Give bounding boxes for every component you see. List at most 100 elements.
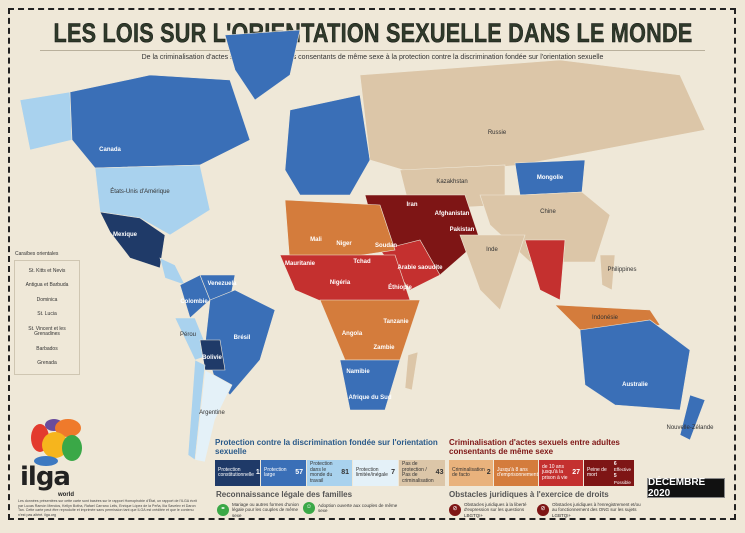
legend-count: 27 bbox=[572, 469, 580, 477]
legend-expression-obstacle: ⊘ Obstacles juridiques à la liberté d'exp… bbox=[449, 502, 533, 518]
legend-limited: Protection limitée/inégale 7 bbox=[353, 460, 398, 486]
label-niger: Niger bbox=[336, 241, 352, 247]
legend-count: 81 bbox=[341, 469, 349, 477]
label-nigeria: Nigéria bbox=[329, 280, 351, 286]
label-canada: Canada bbox=[99, 147, 121, 153]
label-peru: Pérou bbox=[179, 332, 197, 338]
label-mauritania: Mauritanie bbox=[284, 261, 316, 267]
legend-label: Obstacles juridiques à l'enregistrement … bbox=[552, 502, 641, 518]
label-afghanistan: Afghanistan bbox=[434, 211, 470, 217]
europe bbox=[284, 94, 371, 196]
label-st-lucia: St. Lucia bbox=[37, 311, 57, 317]
label-south-africa: Afrique du Sud bbox=[348, 395, 392, 401]
label-mexico: Mexique bbox=[112, 232, 138, 238]
legend-label: Peine de mort bbox=[587, 466, 607, 478]
legend-no-protection: Pas de protection / Pas de criminalisati… bbox=[399, 460, 445, 486]
legend-label: Protection large bbox=[264, 466, 287, 478]
australia bbox=[579, 319, 691, 411]
greenland bbox=[224, 29, 301, 101]
legend-label: Protection limitée/inégale bbox=[356, 466, 388, 478]
legend-count: 7 bbox=[391, 469, 395, 477]
legend-label: Mariage ou autres formes d'union légale … bbox=[232, 502, 299, 518]
count-effective: 6 bbox=[613, 460, 617, 467]
legend-ngo-obstacle: ⊘ Obstacles juridiques à l'enregistrement… bbox=[537, 502, 641, 518]
label-kazakhstan: Kazakhstan bbox=[436, 179, 468, 185]
legend-employment: Protection dans le monde du travail 81 bbox=[307, 460, 352, 486]
mexico bbox=[99, 211, 166, 269]
page-subtitle: De la criminalisation d'actes sexuels en… bbox=[141, 54, 604, 61]
label-dominica: Dominica bbox=[36, 296, 58, 303]
legend-label: Protection constitutionnelle bbox=[218, 466, 254, 478]
legend-protection-title: Protection contre la discrimination fond… bbox=[215, 438, 438, 457]
bolivia bbox=[199, 339, 226, 371]
credits-text: Les données présentées sur cette carte s… bbox=[18, 499, 197, 518]
page-title: LES LOIS SUR L'ORIENTATION SEXUELLE DANS… bbox=[53, 18, 692, 49]
label-barbados: Barbados bbox=[36, 345, 58, 352]
label-antigua: Antigua et Barbuda bbox=[25, 282, 69, 288]
label-mali: Mali bbox=[310, 237, 322, 243]
title-divider bbox=[40, 50, 705, 51]
label-zambia: Zambie bbox=[373, 345, 395, 351]
caribbean-title: Caraïbes orientales bbox=[15, 251, 59, 257]
speech-ban-icon: ⊘ bbox=[449, 504, 461, 517]
legend-label: Criminalisation de facto bbox=[452, 466, 485, 478]
label-philippines: Philippines bbox=[607, 267, 637, 273]
russia bbox=[359, 59, 706, 176]
label-saudi-arabia: Arabie saoudite bbox=[397, 265, 443, 271]
philippines bbox=[599, 254, 616, 291]
legend-count: 2 bbox=[486, 469, 491, 477]
label-angola: Angola bbox=[341, 331, 363, 337]
label-new-zealand: Nouvelle-Zélande bbox=[666, 425, 714, 431]
legend-obstacles-title: Obstacles juridiques à l'exercice de dro… bbox=[449, 490, 609, 499]
india bbox=[459, 234, 526, 311]
logo-text: ilga bbox=[20, 462, 71, 492]
label-russia: Russie bbox=[487, 130, 507, 136]
label-namibia: Namibie bbox=[346, 369, 370, 375]
family-icon: ☺ bbox=[303, 502, 315, 514]
legend-label: Obstacles juridiques à la liberté d'expr… bbox=[464, 502, 527, 518]
possible-label: Possible bbox=[613, 479, 631, 485]
caribbean-inset: St. Kitts et Nevis Antigua et Barbuda Do… bbox=[14, 260, 80, 375]
rings-icon: ⚭ bbox=[217, 504, 229, 517]
africa-south bbox=[339, 359, 401, 411]
legend-adoption: ☺ Adoption ouverte aux couples de même se… bbox=[303, 502, 398, 514]
legend-constitutional: Protection constitutionnelle11 bbox=[215, 460, 260, 486]
legend-families-title: Reconnaissance légale des familles bbox=[216, 490, 353, 499]
ilga-logo-icon bbox=[31, 419, 82, 466]
legend-label: Adoption ouverte aux couples de même sex… bbox=[318, 502, 398, 513]
label-chad: Tchad bbox=[353, 259, 371, 265]
label-iran: Iran bbox=[406, 202, 418, 208]
legend-up-to-8: Jusqu'à 8 ans d'emprisonnement30 bbox=[494, 460, 538, 486]
legend-ten-to-life: de 10 ans jusqu'à la prison à vie 27 bbox=[539, 460, 583, 486]
label-grenada: Grenada bbox=[37, 360, 57, 366]
legend-label: Protection dans le monde du travail bbox=[310, 461, 333, 484]
legend-defacto: Criminalisation de facto 2 bbox=[449, 460, 493, 486]
label-indonesia: Indonésie bbox=[591, 315, 619, 321]
madagascar bbox=[404, 351, 419, 391]
date-badge: DÉCEMBRE 2020 bbox=[647, 477, 725, 499]
argentina bbox=[194, 369, 233, 463]
legend-label: de 10 ans jusqu'à la prison à vie bbox=[542, 463, 568, 481]
count-possible: 5 bbox=[613, 473, 617, 479]
label-st-kitts: St. Kitts et Nevis bbox=[28, 267, 66, 274]
effective-label: Effective bbox=[613, 467, 631, 473]
label-colombia: Colombie bbox=[180, 299, 208, 305]
label-mongolia: Mongolie bbox=[536, 175, 564, 181]
new-zealand bbox=[679, 394, 706, 441]
central-america bbox=[159, 257, 186, 286]
alaska bbox=[19, 91, 73, 151]
legend-count: 43 bbox=[435, 469, 444, 477]
label-ethiopia: Éthiopie bbox=[388, 285, 412, 291]
label-australia: Australie bbox=[622, 382, 648, 388]
label-argentina: Argentine bbox=[199, 410, 225, 416]
legend-broad: Protection large 57 bbox=[261, 460, 306, 486]
label-venezuela: Venezuela bbox=[207, 281, 237, 287]
label-china: Chine bbox=[540, 209, 556, 215]
org-ban-icon: ⊘ bbox=[537, 504, 549, 517]
label-india: Inde bbox=[486, 247, 498, 253]
label-pakistan: Pakistan bbox=[449, 227, 475, 233]
legend-count: 57 bbox=[295, 469, 303, 477]
africa-central bbox=[319, 299, 421, 361]
se-asia bbox=[524, 239, 566, 301]
